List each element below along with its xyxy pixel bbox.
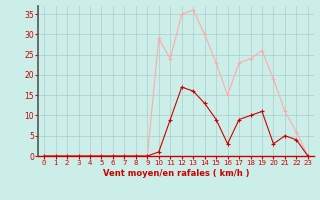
X-axis label: Vent moyen/en rafales ( km/h ): Vent moyen/en rafales ( km/h ) (103, 169, 249, 178)
